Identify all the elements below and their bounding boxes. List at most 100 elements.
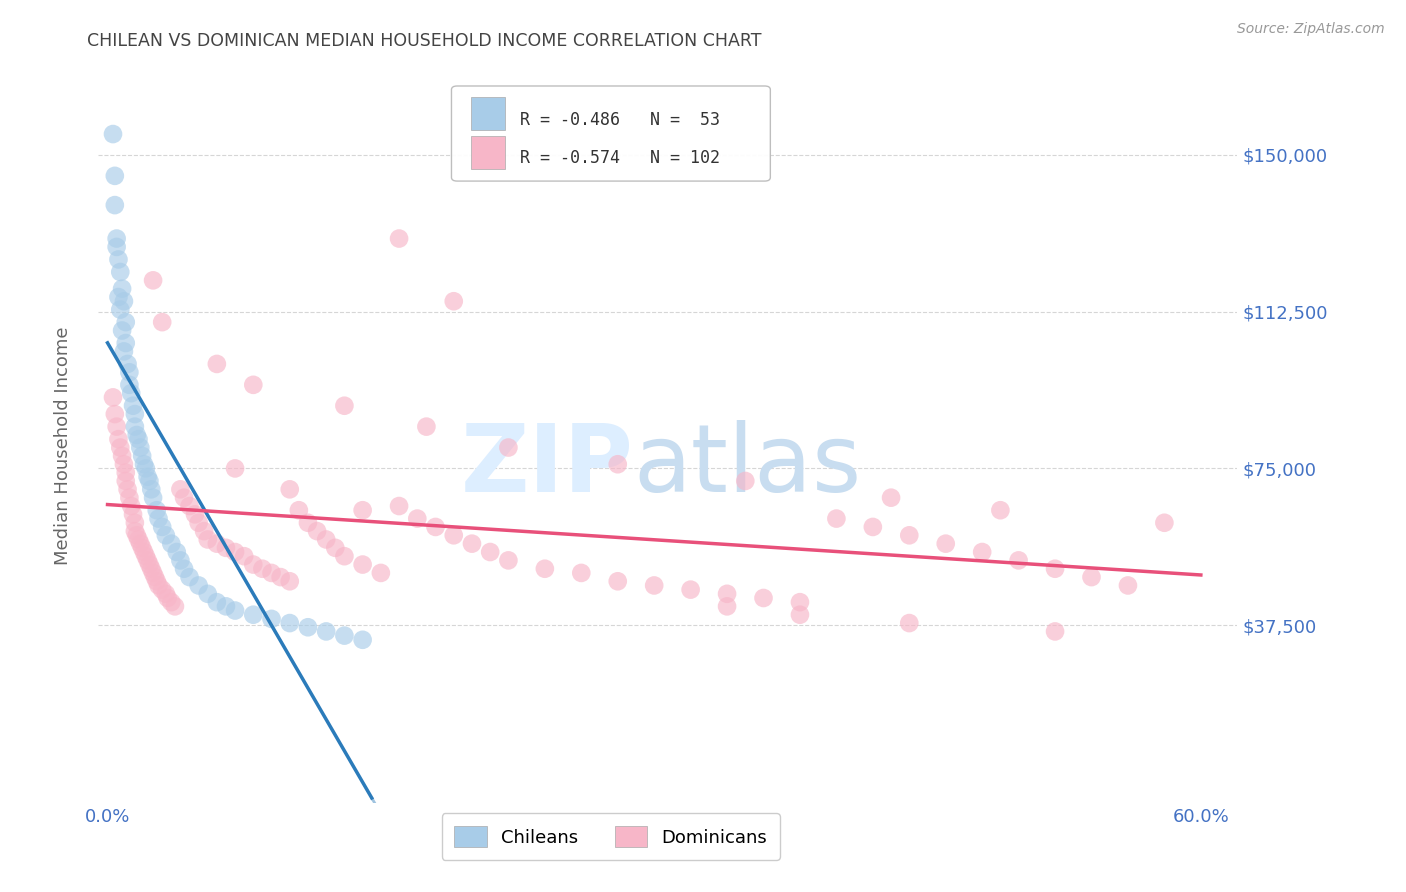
Text: R = -0.574   N = 102: R = -0.574 N = 102 bbox=[520, 149, 720, 167]
Point bbox=[145, 574, 167, 589]
Point bbox=[606, 457, 628, 471]
Point bbox=[278, 574, 301, 589]
Point bbox=[388, 231, 411, 245]
Point bbox=[166, 545, 188, 559]
Point bbox=[252, 562, 274, 576]
Point bbox=[205, 357, 228, 371]
Point bbox=[120, 386, 142, 401]
Point bbox=[155, 528, 177, 542]
Point bbox=[242, 607, 264, 622]
Point bbox=[122, 399, 145, 413]
Point bbox=[135, 461, 157, 475]
Point bbox=[105, 419, 128, 434]
Point bbox=[534, 562, 557, 576]
Point bbox=[643, 578, 665, 592]
Point bbox=[105, 240, 128, 254]
Point bbox=[101, 127, 124, 141]
Point bbox=[131, 541, 153, 555]
Point bbox=[1043, 562, 1066, 576]
Point bbox=[990, 503, 1012, 517]
Point bbox=[160, 536, 183, 550]
Point bbox=[136, 470, 159, 484]
Point bbox=[163, 599, 186, 614]
Point bbox=[128, 533, 150, 547]
Point bbox=[114, 466, 136, 480]
Point bbox=[880, 491, 903, 505]
Point bbox=[104, 169, 127, 183]
Point bbox=[173, 491, 195, 505]
Point bbox=[224, 461, 246, 475]
Point bbox=[825, 511, 848, 525]
Point bbox=[179, 499, 201, 513]
Point bbox=[118, 491, 141, 505]
Point bbox=[333, 399, 356, 413]
Point bbox=[789, 607, 811, 622]
Point bbox=[898, 616, 921, 631]
Point bbox=[260, 566, 283, 580]
Point bbox=[150, 582, 173, 597]
Point bbox=[142, 566, 165, 580]
Text: atlas: atlas bbox=[634, 420, 862, 512]
Point bbox=[104, 407, 127, 421]
Point bbox=[148, 578, 170, 592]
Point bbox=[388, 499, 411, 513]
Point bbox=[716, 587, 738, 601]
Point bbox=[425, 520, 447, 534]
Point bbox=[125, 428, 148, 442]
Point bbox=[1080, 570, 1102, 584]
Point bbox=[122, 508, 145, 522]
Point bbox=[169, 483, 191, 497]
Point bbox=[443, 294, 465, 309]
Point bbox=[297, 620, 319, 634]
Point bbox=[120, 499, 142, 513]
Point bbox=[104, 198, 127, 212]
Point bbox=[205, 536, 228, 550]
Point bbox=[132, 545, 155, 559]
Point bbox=[461, 536, 484, 550]
FancyBboxPatch shape bbox=[451, 86, 770, 181]
Point bbox=[498, 553, 520, 567]
Point bbox=[307, 524, 329, 538]
Point bbox=[145, 503, 167, 517]
Point bbox=[173, 562, 195, 576]
Point bbox=[443, 528, 465, 542]
Point bbox=[215, 541, 238, 555]
Point bbox=[124, 407, 146, 421]
Point bbox=[156, 591, 179, 605]
Point bbox=[114, 336, 136, 351]
Point bbox=[128, 432, 150, 446]
Point bbox=[117, 483, 139, 497]
Point bbox=[315, 624, 337, 639]
Point bbox=[169, 553, 191, 567]
Point bbox=[972, 545, 994, 559]
Text: CHILEAN VS DOMINICAN MEDIAN HOUSEHOLD INCOME CORRELATION CHART: CHILEAN VS DOMINICAN MEDIAN HOUSEHOLD IN… bbox=[87, 32, 762, 50]
Point bbox=[138, 558, 160, 572]
Point bbox=[142, 273, 165, 287]
Point bbox=[129, 441, 152, 455]
Point bbox=[150, 315, 173, 329]
Point bbox=[197, 587, 219, 601]
Point bbox=[107, 252, 129, 267]
Point bbox=[569, 566, 592, 580]
Legend: Chileans, Dominicans: Chileans, Dominicans bbox=[441, 814, 780, 860]
Point bbox=[789, 595, 811, 609]
Point bbox=[105, 231, 128, 245]
Point bbox=[179, 570, 201, 584]
Point bbox=[110, 302, 132, 317]
Point bbox=[352, 558, 374, 572]
Point bbox=[479, 545, 502, 559]
Point bbox=[117, 357, 139, 371]
Point bbox=[406, 511, 429, 525]
Point bbox=[333, 549, 356, 564]
Point bbox=[114, 474, 136, 488]
Point bbox=[101, 390, 124, 404]
Point bbox=[118, 377, 141, 392]
Point bbox=[135, 549, 157, 564]
Point bbox=[160, 595, 183, 609]
Point bbox=[112, 344, 135, 359]
Point bbox=[270, 570, 292, 584]
Text: R = -0.486   N =  53: R = -0.486 N = 53 bbox=[520, 112, 720, 129]
Point bbox=[224, 545, 246, 559]
Point bbox=[143, 570, 166, 584]
Point bbox=[333, 629, 356, 643]
